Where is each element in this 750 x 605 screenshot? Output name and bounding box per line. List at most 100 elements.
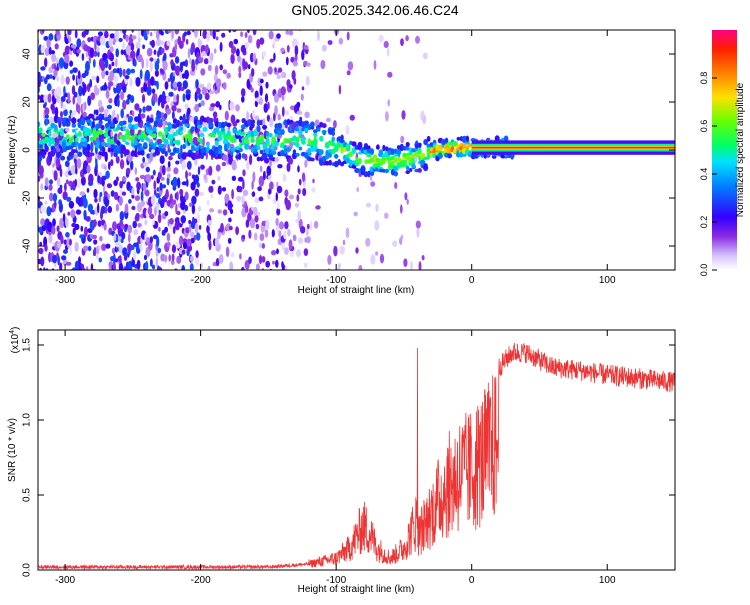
spectrogram-cell: [224, 193, 230, 204]
spectrogram-cell: [320, 59, 326, 70]
spectrogram-cell: [99, 235, 103, 242]
spectrogram-cell: [120, 91, 125, 101]
spectrogram-cell: [255, 223, 260, 230]
spectrogram-cell: [163, 113, 168, 119]
spectrogram-cell: [214, 126, 220, 133]
spectrogram-cell: [303, 262, 308, 269]
spectrogram-cell: [197, 166, 201, 176]
spectrogram-cell: [150, 32, 153, 37]
spectrogram-cell: [202, 30, 208, 39]
spectrogram-cell: [229, 143, 235, 149]
spectrogram-cell: [48, 141, 52, 147]
spectrogram-cell: [82, 197, 88, 209]
spectrogram-cell: [51, 53, 57, 63]
spectrogram-cell: [321, 123, 327, 129]
spectrogram-cell: [142, 183, 147, 191]
spectrogram-cell: [71, 123, 77, 128]
spectrogram-cell: [134, 59, 137, 67]
spectrogram-cell: [82, 245, 89, 252]
spectrogram-cell: [104, 128, 109, 133]
spectrogram-cell: [169, 193, 173, 204]
spectrogram-cell: [172, 176, 178, 188]
spectrogram-cell: [252, 171, 256, 183]
spectrogram-cell: [301, 172, 306, 182]
spectrogram-cell: [401, 163, 408, 168]
spectrogram-cell: [70, 164, 76, 175]
spectrogram-cell: [188, 219, 192, 225]
spectrogram-cell: [274, 133, 279, 138]
spectrogram-cell: [164, 201, 167, 209]
spectrogram-cell: [80, 176, 86, 186]
spectrogram-cell: [118, 244, 124, 254]
spectrogram-cell: [91, 209, 96, 215]
spectrogram-cell: [321, 44, 327, 52]
spectrogram-cell: [333, 245, 338, 257]
spectrogram-cell: [40, 218, 46, 226]
spectrogram-cell: [107, 193, 110, 200]
spectrogram-cell: [394, 172, 398, 177]
spectrogram-cell: [140, 113, 146, 119]
spectrogram-cell: [275, 259, 279, 268]
spectrogram-cell: [205, 44, 209, 54]
spectrogram-cell: [209, 30, 213, 37]
spectrogram-cell: [406, 198, 409, 205]
spectrogram-cell: [230, 53, 235, 65]
spectrogram-cell: [150, 258, 153, 267]
spectrogram-cell: [423, 139, 428, 146]
spectrogram-cell: [137, 223, 142, 228]
spectrogram-cell: [64, 182, 67, 192]
spectrogram-cell: [176, 108, 182, 113]
spectrogram-cell: [56, 152, 62, 157]
spectrogram-cell: [120, 108, 124, 119]
spectrogram-cell: [238, 72, 242, 78]
spectrogram-cell: [38, 165, 44, 176]
spectrogram-cell: [74, 223, 80, 231]
spectrogram-cell: [176, 93, 180, 102]
spectrogram-cell: [38, 195, 41, 203]
spectrogram-cell: [77, 131, 82, 137]
spectrogram-cell: [119, 181, 123, 189]
spectrogram-cell: [258, 175, 265, 187]
spectrogram-cell: [196, 30, 200, 33]
spectrogram-cell: [101, 175, 107, 181]
spectrogram-cell: [155, 30, 160, 40]
spectrogram-cell: [200, 68, 206, 76]
spectrogram-cell: [251, 68, 255, 77]
spectrogram-cell: [262, 143, 267, 150]
spectrogram-cell: [111, 61, 115, 67]
spectrogram-cell: [229, 208, 234, 215]
spectrogram-cell: [52, 218, 56, 227]
spectrogram-cell: [167, 161, 171, 168]
spectrogram-cell: [92, 59, 96, 68]
spectrogram-cell: [415, 144, 419, 149]
spectrogram-cell: [427, 153, 431, 160]
spectrogram-cell: [134, 195, 141, 202]
spectrogram-cell: [264, 157, 270, 164]
spectrogram-cell: [58, 202, 64, 213]
spectrogram-cell: [284, 247, 289, 255]
spectrogram-cell: [277, 164, 283, 169]
spectrogram-cell: [274, 146, 278, 151]
spectrogram-cell: [101, 68, 106, 79]
spectrogram-cell: [149, 236, 153, 244]
spectrogram-cell: [184, 103, 189, 110]
spectrogram-cell: [164, 211, 169, 217]
spectrogram-cell: [363, 143, 369, 150]
spectrogram-cell: [76, 158, 82, 169]
spectrogram-cell: [86, 128, 91, 135]
spectrogram-cell: [139, 69, 143, 80]
spectrogram-cell: [44, 145, 49, 152]
spectrogram-cell: [256, 125, 261, 133]
spectrogram-cell: [166, 166, 171, 172]
spectrogram-cell: [146, 85, 152, 96]
spectrogram-cell: [181, 249, 186, 255]
spectrogram-cell: [148, 117, 154, 123]
spectrogram-cell: [51, 169, 55, 175]
spectrogram-cell: [166, 173, 171, 179]
colorbar-tick-label: 0.6: [699, 120, 709, 133]
figure-title: GN05.2025.342.06.46.C24: [291, 2, 459, 18]
spectrogram-cell: [110, 138, 115, 145]
spectrogram-cell: [137, 30, 141, 38]
spectrogram-cell: [145, 166, 150, 173]
spectrogram-cell: [219, 41, 223, 52]
